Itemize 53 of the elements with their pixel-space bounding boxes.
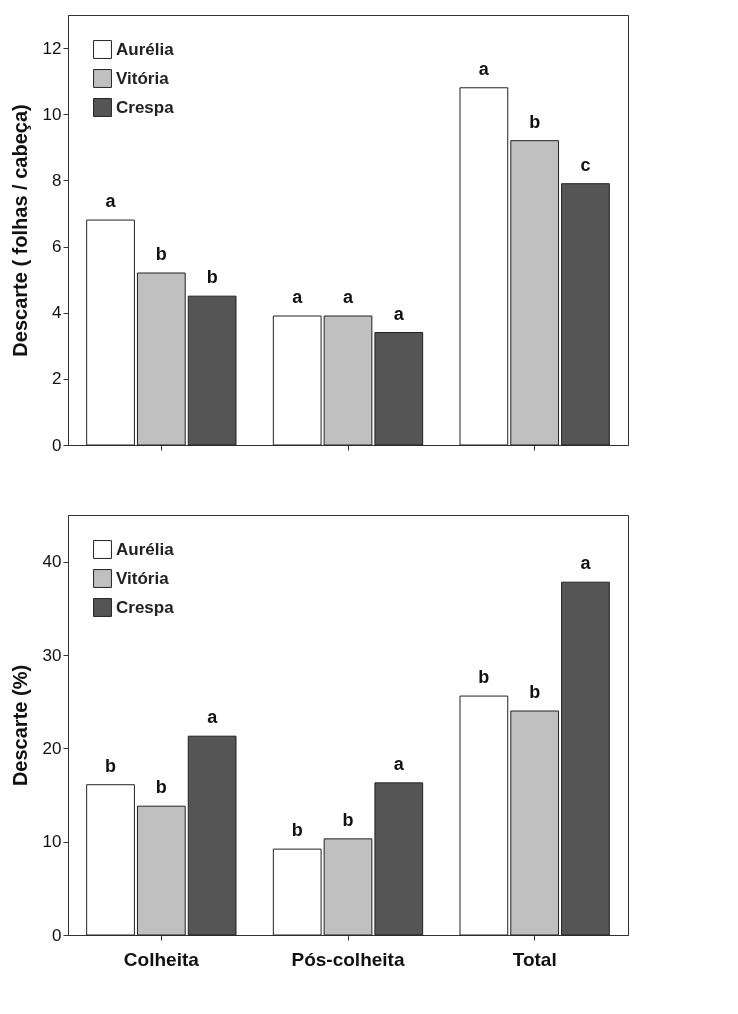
y-tick-label: 40 (42, 552, 62, 572)
y-tick-label: 6 (52, 237, 62, 257)
data-label: b (529, 682, 541, 702)
bar (136, 272, 186, 446)
data-label: c (580, 154, 591, 175)
legend-label: Crespa (116, 597, 175, 617)
data-label: a (105, 191, 117, 212)
bar (136, 805, 186, 936)
legend-label: Vitória (116, 68, 170, 88)
data-label: b (206, 267, 218, 288)
y-tick-label: 8 (52, 170, 62, 190)
y-axis-title: Descarte (%) (8, 664, 31, 787)
bar (510, 710, 560, 936)
y-tick-label: 12 (42, 38, 62, 58)
data-label: a (580, 553, 592, 574)
bar (187, 295, 237, 446)
data-label: a (207, 707, 219, 728)
x-tick-label: Total (512, 948, 557, 970)
data-label: a (393, 753, 405, 774)
bar (459, 87, 509, 446)
data-label: b (105, 755, 117, 776)
y-axis-title: Descarte ( folhas / cabeça) (8, 104, 31, 357)
legend-label: Aurélia (116, 39, 175, 59)
bar (510, 140, 560, 446)
data-label: a (292, 287, 304, 307)
bar (561, 183, 610, 446)
x-tick-label: Colheita (123, 948, 200, 970)
x-tick-label: Pós-colheita (291, 948, 405, 970)
y-tick-label: 0 (52, 435, 62, 455)
bar (86, 784, 135, 936)
bar (86, 219, 135, 446)
data-label: b (342, 809, 354, 830)
y-tick-label: 10 (42, 104, 62, 124)
y-tick-label: 4 (52, 303, 62, 323)
y-tick-label: 30 (42, 645, 62, 665)
y-tick-label: 0 (52, 925, 62, 945)
data-label: b (155, 244, 167, 264)
data-label: b (478, 667, 490, 688)
data-label: b (291, 820, 303, 841)
y-tick-label: 10 (42, 832, 62, 852)
legend-label: Vitória (116, 568, 170, 588)
legend-label: Aurélia (116, 539, 175, 559)
data-label: a (342, 287, 354, 307)
data-label: b (529, 111, 541, 132)
bar (561, 581, 610, 936)
data-label: a (393, 303, 405, 324)
bar (187, 735, 237, 936)
y-tick-label: 20 (42, 738, 62, 758)
bar (459, 695, 509, 936)
data-label: a (478, 58, 490, 79)
y-tick-label: 2 (52, 369, 62, 389)
data-label: b (155, 777, 167, 798)
legend-label: Crespa (116, 97, 175, 117)
